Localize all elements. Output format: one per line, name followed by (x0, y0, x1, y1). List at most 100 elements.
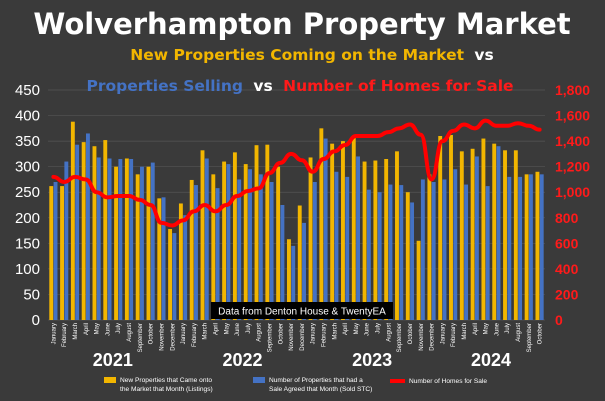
month-tick-label: February (451, 323, 457, 347)
listings-bar (535, 171, 540, 320)
sold-stc-bar (258, 174, 263, 320)
subtitle-properties-selling: Properties Selling (86, 77, 243, 95)
listings-bar (373, 160, 378, 320)
listings-bar (405, 192, 410, 320)
listings-bar (157, 198, 162, 320)
listings-bar (341, 141, 345, 320)
left-axis-tick-label: 350 (15, 133, 40, 150)
month-tick-label: October (408, 323, 414, 344)
sold-stc-bar (215, 188, 220, 320)
legend-label-listings-line2: the Market that Month (Listings) (120, 386, 213, 393)
left-axis-tick-label: 50 (23, 286, 40, 303)
axes: 0 50 100 150 200 250 300 350 400 450 0 200 400 600 800… (15, 82, 590, 370)
right-axis-tick-label: 0 (555, 312, 563, 328)
sold-stc-bar (194, 185, 198, 320)
sold-stc-bar (356, 156, 360, 320)
month-tick-label: July (116, 323, 122, 334)
month-tick-label: September (267, 323, 273, 352)
sold-stc-bar (518, 176, 523, 320)
listings-bar (351, 136, 356, 320)
chart-subtitle-line2: Properties Selling vs Number of Homes fo… (86, 77, 513, 95)
month-tick-label: March (203, 323, 209, 340)
listings-bar (330, 143, 335, 320)
listings-bar (189, 179, 194, 320)
sold-stc-bar (345, 176, 350, 320)
sold-stc-bar (237, 179, 242, 320)
year-label: 2023 (352, 350, 392, 370)
listings-bar (384, 159, 389, 320)
month-tick-label: April (84, 323, 90, 335)
right-axis-tick-label: 1,400 (555, 133, 590, 149)
month-tick-label: January (440, 323, 446, 344)
sold-stc-bar (118, 159, 123, 320)
listings-bar (286, 239, 291, 320)
month-tick-label: June (105, 322, 111, 336)
month-tick-label: January (311, 323, 317, 344)
month-tick-label: October (538, 323, 544, 344)
sold-stc-bar (474, 156, 479, 320)
month-tick-label: September (138, 323, 144, 352)
month-tick-label: August (127, 323, 133, 342)
month-tick-label: April (473, 323, 479, 335)
listings-bar (124, 158, 129, 320)
left-axis-tick-label: 400 (15, 108, 40, 125)
month-tick-label: February (62, 323, 68, 347)
sold-stc-bar (85, 133, 90, 320)
listings-bar (362, 161, 367, 320)
month-tick-label: June (365, 322, 371, 336)
month-tick-label: January (51, 323, 57, 344)
sold-stc-bar (107, 158, 112, 320)
sold-stc-bar (496, 146, 501, 320)
month-tick-label: December (430, 323, 436, 351)
sold-stc-bar (129, 159, 134, 320)
month-tick-label: March (332, 323, 338, 340)
month-tick-label: April (213, 323, 219, 335)
right-axis-tick-label: 1,600 (555, 108, 590, 124)
month-tick-label: December (170, 323, 176, 351)
sold-stc-bar (528, 174, 533, 320)
sold-stc-bar (269, 182, 274, 320)
month-tick-label: June (235, 322, 241, 336)
listings-bar (168, 229, 173, 320)
left-axis-tick-label: 300 (15, 159, 40, 176)
month-tick-label: May (224, 323, 230, 334)
listings-bar (276, 166, 281, 320)
legend-label-sold-stc-line1: Number of Properties that had a (269, 377, 363, 384)
sold-stc-bar (183, 215, 188, 320)
month-tick-label: February (192, 323, 198, 347)
listings-bar (178, 203, 183, 320)
subtitle-homes-for-sale: Number of Homes for Sale (283, 77, 513, 95)
sold-stc-bar (539, 174, 544, 320)
listings-bar (492, 143, 497, 320)
listings-bar (438, 136, 443, 320)
listings-bar (513, 150, 518, 320)
left-axis-tick-label: 200 (15, 210, 40, 227)
month-tick-label: March (462, 323, 468, 340)
right-axis-tick-label: 400 (555, 261, 579, 277)
month-tick-label: October (149, 323, 155, 344)
listings-bar (427, 174, 432, 320)
sold-stc-bar (226, 164, 231, 320)
listings-bar (481, 138, 486, 320)
sold-stc-bar (280, 205, 285, 320)
homes-for-sale-line-group (51, 118, 542, 228)
sold-stc-bar (64, 161, 69, 320)
listings-bar (92, 146, 97, 320)
listings-bar (297, 205, 302, 320)
month-tick-label: July (246, 323, 252, 334)
legend: New Properties that Came onto the Market… (104, 377, 487, 393)
sold-stc-bar (140, 166, 144, 320)
sold-stc-bar (291, 245, 296, 320)
listings-bar (459, 151, 464, 320)
listings-bar (135, 174, 140, 320)
listings-bar (470, 148, 475, 320)
left-axis-tick-label: 100 (15, 261, 40, 278)
source-note: Data from Denton House & TwentyEA (218, 307, 386, 318)
month-tick-label: November (419, 323, 425, 351)
sold-stc-bar (161, 197, 166, 320)
legend-label-listings-line1: New Properties that Came onto (120, 377, 212, 384)
chart-title: Wolverhampton Property Market (33, 7, 570, 41)
year-label: 2022 (222, 350, 262, 370)
sold-stc-bar (75, 144, 80, 320)
